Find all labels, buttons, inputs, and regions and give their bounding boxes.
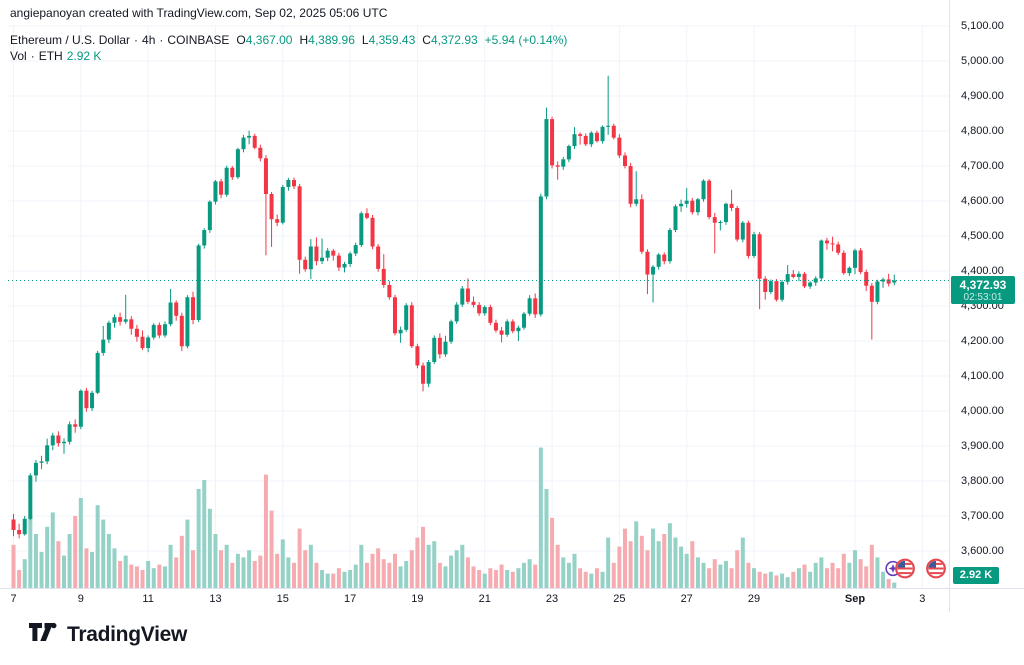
price-tick-label: 5,000.00 [961,55,1004,67]
ohlc-key: C [422,33,431,47]
volume-separator: · [30,49,35,63]
price-tick-label: 4,500.00 [961,230,1004,242]
time-tick-label: 11 [142,593,154,605]
price-tick-label: 4,800.00 [961,125,1004,137]
time-tick-label: Sep [844,593,866,605]
interval-label[interactable]: 4h [142,33,156,47]
bar-countdown: 02:53:01 [963,292,1003,303]
event-us-flag-icon[interactable] [895,558,915,584]
candlestick-series [11,75,897,539]
symbol-title[interactable]: Ethereum / U.S. Dollar [10,33,131,47]
grid-lines [8,25,949,588]
last-price-value: 4,372.93 [959,278,1007,292]
ohlc-value: 4,372.93 [430,33,478,47]
exchange-label: COINBASE [167,33,230,47]
tradingview-logo[interactable]: TradingView [28,622,187,647]
volume-value: 2.92 K [66,49,102,63]
ohlc-value: 4,367.00 [245,33,293,47]
volume-unit: ETH [38,49,63,63]
volume-axis-badge: 2.92 K [953,567,999,584]
change-value: +5.94 (+0.14%) [484,33,568,47]
price-tick-label: 4,900.00 [961,90,1004,102]
time-tick-label: 9 [77,593,84,605]
ohlc-key: H [299,33,309,47]
price-tick-label: 4,600.00 [961,195,1004,207]
price-tick-label: 3,600.00 [961,545,1004,557]
ohlc-value: 4,359.43 [368,33,416,47]
price-tick-label: 4,100.00 [961,370,1004,382]
last-price-badge: 4,372.93 02:53:01 [951,276,1015,304]
volume-series [11,447,897,588]
ohlc-key: O [236,33,246,47]
volume-legend: Vol · ETH 2.92 K [10,49,101,63]
price-tick-label: 3,700.00 [961,510,1004,522]
price-tick-label: 4,400.00 [961,265,1004,277]
time-tick-label: 17 [343,593,357,605]
time-tick-label: 27 [680,593,693,605]
time-tick-label: 13 [209,593,222,605]
time-tick-label: 25 [613,593,626,605]
time-tick-label: 21 [478,593,491,605]
time-tick-label: 23 [545,593,559,605]
time-tick-label: 3 [919,593,926,605]
time-tick-label: 15 [276,593,289,605]
legend-separator: · [134,33,139,47]
price-tick-label: 4,000.00 [961,405,1004,417]
price-tick-label: 3,900.00 [961,440,1004,452]
ohlc-value: 4,389.96 [308,33,355,47]
time-tick-label: 7 [10,593,17,605]
symbol-legend: Ethereum / U.S. Dollar · 4h · COINBASE O4,367… [10,33,567,47]
tradingview-logo-icon [28,622,58,647]
legend-separator: · [159,33,164,47]
price-tick-label: 3,800.00 [961,475,1004,487]
tradingview-logo-text: TradingView [67,622,188,646]
time-tick-label: 29 [747,593,761,605]
event-us-flag-icon[interactable] [926,558,946,584]
ohlc-key: L [361,33,369,47]
price-tick-label: 4,700.00 [961,160,1004,172]
price-tick-label: 4,200.00 [961,335,1004,347]
volume-label[interactable]: Vol [10,49,27,63]
watermark-attribution: angiepanoyan created with TradingView.co… [10,6,388,20]
ohlc-values: O4,367.00 H4,389.96 L4,359.43 C4,372.93 [229,33,477,47]
price-tick-label: 5,100.00 [961,20,1004,32]
time-tick-label: 19 [411,593,424,605]
